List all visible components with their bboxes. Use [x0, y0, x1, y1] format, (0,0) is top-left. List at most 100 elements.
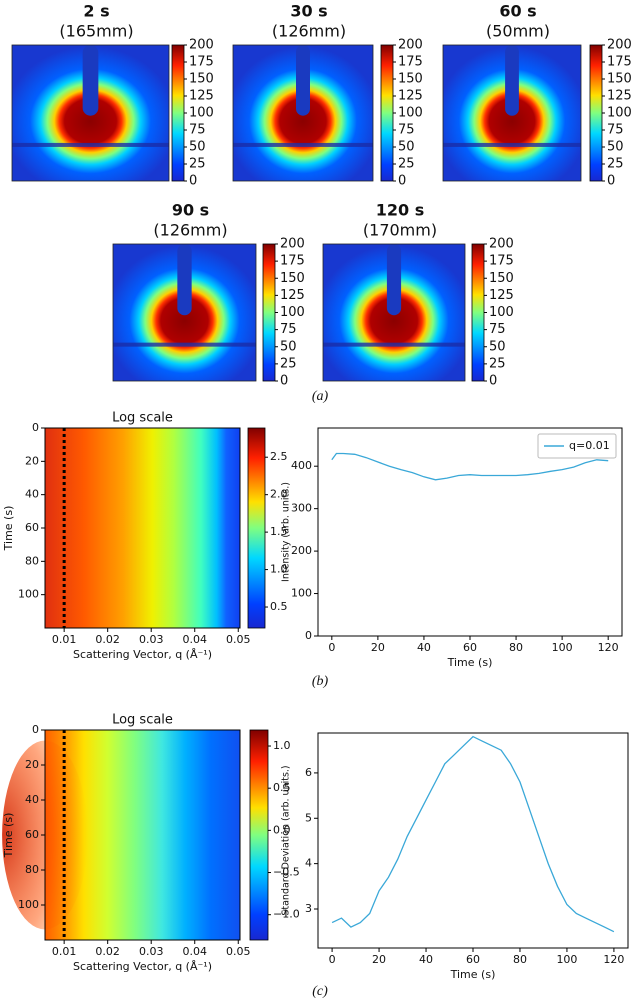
image-frame — [232, 44, 374, 182]
beamstop — [296, 45, 310, 116]
colorbar-tick-label: 0 — [607, 174, 615, 189]
colorbar-tick-label: 75 — [489, 322, 506, 337]
image-title: 2 s — [83, 2, 109, 21]
y-axis-label: Intensity (arb. units.) — [281, 482, 292, 582]
beamstop — [386, 244, 402, 316]
colorbar-tick-label: 100 — [189, 106, 214, 121]
colorbar-tick-label: 0 — [489, 374, 497, 389]
image-subtitle: (126mm) — [272, 22, 346, 41]
colorbar-tick-label: 200 — [189, 38, 214, 53]
colorbar-tick-label: 25 — [607, 157, 624, 172]
image-title: 90 s — [172, 201, 209, 220]
y-tick-label: 300 — [291, 502, 312, 515]
chart-title: Log scale — [112, 411, 173, 426]
colorbar-tick-label: 150 — [189, 72, 214, 87]
image-subtitle: (126mm) — [153, 221, 227, 240]
beamstop-line — [233, 142, 373, 147]
colorbar-tick-label: 50 — [189, 140, 206, 155]
y-axis-label: Time (s) — [2, 506, 15, 552]
x-tick-label: 0.01 — [52, 945, 77, 958]
colorbar-tick-label: 200 — [280, 237, 305, 252]
y-tick-label: 40 — [25, 488, 39, 501]
x-tick-label: 0.01 — [52, 633, 77, 646]
colorbar — [471, 243, 485, 382]
x-tick-label: 0.03 — [139, 633, 164, 646]
x-tick-label: 40 — [419, 953, 433, 966]
image-frame — [442, 44, 582, 182]
x-tick-label: 80 — [509, 641, 523, 654]
colorbar-tick-label: 200 — [398, 38, 423, 53]
colorbar-tick-label: 100 — [607, 106, 632, 121]
colorbar — [249, 729, 269, 941]
colorbar-tick-label: 200 — [489, 237, 514, 252]
x-tick-label: 100 — [556, 953, 577, 966]
beamstop-line — [113, 342, 256, 347]
colorbar-tick-label: 175 — [489, 254, 514, 269]
y-axis-label: Time (s) — [2, 813, 15, 859]
colorbar-tick-label: 100 — [398, 106, 423, 121]
y-tick-label: 100 — [18, 898, 39, 911]
beamstop — [505, 45, 519, 116]
colorbar-tick-label: 25 — [398, 157, 415, 172]
image-frame — [11, 44, 170, 182]
colorbar-tick-label: 150 — [280, 271, 305, 286]
line-series — [331, 735, 615, 933]
x-tick-label: 60 — [466, 953, 480, 966]
colorbar-tick-label: 0.0 — [273, 823, 291, 836]
colorbar — [380, 44, 394, 182]
colorbar-tick-label: 75 — [607, 123, 624, 138]
colorbar-tick-label: 25 — [489, 356, 506, 371]
x-tick-label: 20 — [372, 953, 386, 966]
colorbar-tick-label: 175 — [607, 55, 632, 70]
colorbar-tick-label: 125 — [489, 288, 514, 303]
colorbar-tick-label: 150 — [398, 72, 423, 87]
colorbar-tick-label: 50 — [280, 339, 297, 354]
y-tick-label: 80 — [25, 863, 39, 876]
y-tick-label: 60 — [25, 521, 39, 534]
y-tick-label: 20 — [25, 454, 39, 467]
colorbar-tick-label: 0 — [280, 374, 288, 389]
colorbar-tick-label: 75 — [398, 123, 415, 138]
y-tick-label: 4 — [305, 857, 312, 870]
colorbar — [262, 243, 276, 382]
y-tick-label: 400 — [291, 459, 312, 472]
panel-label: (c) — [312, 984, 328, 999]
colorbar-tick-label: 1.5 — [270, 525, 288, 538]
colorbar-tick-label: −1.0 — [273, 908, 300, 921]
x-tick-label: 0.05 — [226, 945, 251, 958]
x-tick-label: 0.03 — [139, 945, 164, 958]
x-tick-label: 80 — [513, 953, 527, 966]
heatmap — [45, 428, 240, 628]
image-title: 60 s — [499, 2, 536, 21]
y-tick-label: 100 — [291, 587, 312, 600]
y-tick-label: 40 — [25, 793, 39, 806]
chart-title: Log scale — [112, 713, 173, 728]
image-frame — [112, 243, 257, 382]
x-axis-label: Scattering Vector, q (Å⁻¹) — [73, 960, 212, 973]
y-tick-label: 3 — [305, 902, 312, 915]
x-tick-label: 60 — [463, 641, 477, 654]
x-tick-label: 120 — [598, 641, 619, 654]
colorbar-tick-label: 200 — [607, 38, 632, 53]
beamstop-line — [443, 142, 581, 147]
x-tick-label: 20 — [371, 641, 385, 654]
colorbar-tick-label: 150 — [489, 271, 514, 286]
x-tick-label: 40 — [417, 641, 431, 654]
image-title: 30 s — [290, 2, 327, 21]
colorbar-tick-label: 175 — [189, 55, 214, 70]
x-tick-label: 120 — [603, 953, 624, 966]
image-frame — [322, 243, 466, 382]
colorbar-tick-label: 150 — [607, 72, 632, 87]
colorbar-tick-label: 0 — [189, 174, 197, 189]
y-tick-label: 200 — [291, 544, 312, 557]
x-tick-label: 0.05 — [226, 633, 251, 646]
colorbar-tick-label: 125 — [607, 89, 632, 104]
colorbar-tick-label: 2.0 — [270, 488, 288, 501]
y-tick-label: 100 — [18, 588, 39, 601]
colorbar-tick-label: 2.5 — [270, 450, 288, 463]
colorbar-tick-label: 0.5 — [273, 781, 291, 794]
y-tick-label: 5 — [305, 811, 312, 824]
image-subtitle: (170mm) — [363, 221, 437, 240]
plot-frame — [317, 427, 623, 637]
